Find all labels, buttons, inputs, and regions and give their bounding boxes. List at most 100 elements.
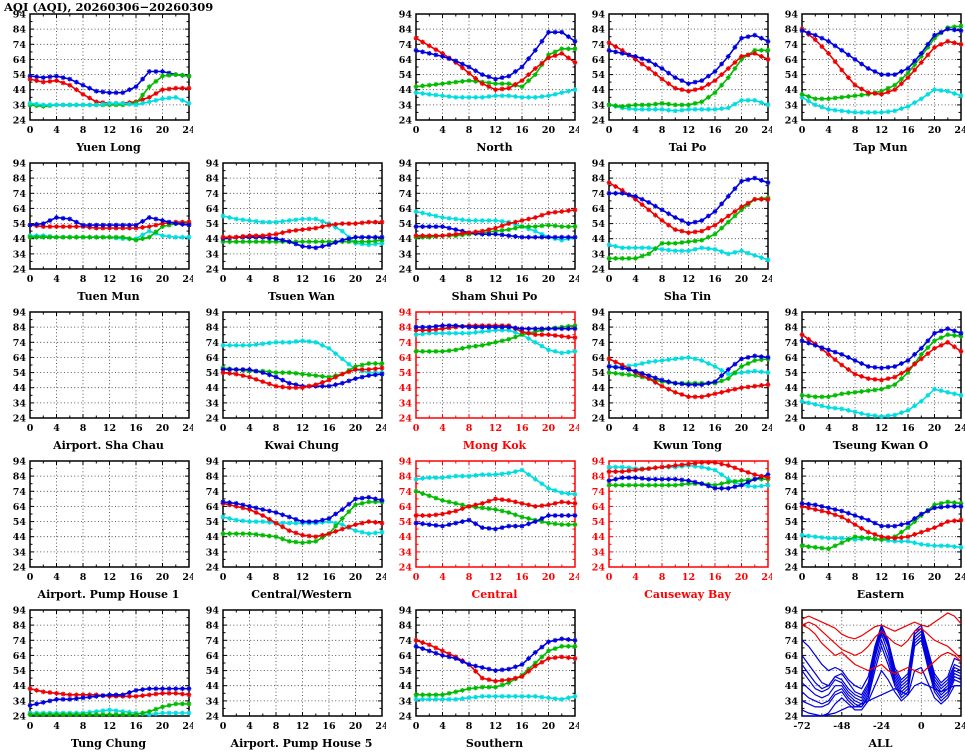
chart-cell-sha-tin: 24 34 44 54 64 74 84 94 0 4 8 12 16 20 24 Sha Tin [579,157,772,306]
svg-text:20: 20 [928,125,942,136]
svg-text:54: 54 [399,368,413,379]
svg-text:54: 54 [592,70,606,81]
svg-text:0: 0 [799,572,806,583]
svg-text:54: 54 [592,219,606,230]
svg-text:0: 0 [413,274,420,285]
svg-text:12: 12 [682,125,695,136]
svg-text:24: 24 [206,712,220,723]
causeway-bay-plot: 24 34 44 54 64 74 84 94 0 4 8 12 16 20 24 [592,457,772,584]
svg-text:74: 74 [206,636,220,647]
svg-text:12: 12 [103,423,116,434]
svg-text:16: 16 [322,274,336,285]
svg-text:16: 16 [708,423,722,434]
airport-pump-house-5-plot: 24 34 44 54 64 74 84 94 0 4 8 12 16 20 24 [206,606,386,733]
southern-plot: 24 34 44 54 64 74 84 94 0 4 8 12 16 20 24 [399,606,579,733]
svg-text:54: 54 [785,70,799,81]
svg-text:74: 74 [206,338,220,349]
svg-text:24: 24 [375,572,386,583]
chart-title: Airport. Pump House 1 [37,588,180,601]
svg-text:8: 8 [80,274,87,285]
svg-text:16: 16 [708,572,722,583]
svg-text:4: 4 [53,125,60,136]
svg-text:74: 74 [592,338,606,349]
svg-text:54: 54 [206,219,220,230]
svg-text:0: 0 [220,721,227,732]
svg-text:44: 44 [785,85,799,96]
svg-text:44: 44 [785,383,799,394]
svg-text:8: 8 [273,572,280,583]
svg-text:16: 16 [708,125,722,136]
svg-text:24: 24 [375,274,386,285]
svg-text:24: 24 [206,265,220,276]
svg-text:24: 24 [399,712,413,723]
svg-text:24: 24 [182,125,193,136]
svg-text:94: 94 [206,457,220,468]
chart-title: Causeway Bay [644,588,731,601]
svg-text:16: 16 [322,572,336,583]
svg-text:34: 34 [399,398,413,409]
svg-text:8: 8 [852,125,859,136]
chart-title: Central/Western [251,588,352,601]
svg-text:0: 0 [606,423,613,434]
svg-text:12: 12 [489,125,502,136]
svg-text:8: 8 [466,125,473,136]
svg-text:24: 24 [785,563,799,574]
chart-title: Southern [465,737,524,750]
svg-text:4: 4 [632,125,639,136]
svg-text:12: 12 [296,572,309,583]
svg-text:24: 24 [592,414,606,425]
svg-text:24: 24 [182,423,193,434]
svg-text:4: 4 [439,572,446,583]
svg-text:84: 84 [592,323,606,334]
airport-pump-house-1-plot: 24 34 44 54 64 74 84 94 0 4 8 12 16 20 24 [13,457,193,584]
svg-text:54: 54 [399,70,413,81]
svg-text:64: 64 [592,502,606,513]
svg-text:0: 0 [606,125,613,136]
svg-text:54: 54 [785,517,799,528]
svg-text:20: 20 [156,125,170,136]
chart-cell-central-western: 24 34 44 54 64 74 84 94 0 4 8 12 16 20 24 Central/Weste… [193,455,386,604]
all-stations-plot: 24 34 44 54 64 74 84 94 -72 -48 -24 0 24 [785,606,965,733]
svg-text:74: 74 [592,40,606,51]
svg-text:0: 0 [220,423,227,434]
svg-text:94: 94 [399,10,413,21]
svg-text:74: 74 [206,487,220,498]
svg-text:12: 12 [296,274,309,285]
svg-text:74: 74 [13,636,27,647]
eastern-plot: 24 34 44 54 64 74 84 94 0 4 8 12 16 20 24 [785,457,965,584]
svg-text:24: 24 [954,572,965,583]
svg-text:16: 16 [129,721,143,732]
svg-text:24: 24 [13,414,27,425]
svg-text:34: 34 [13,696,27,707]
svg-text:74: 74 [785,487,799,498]
svg-text:54: 54 [13,368,27,379]
svg-text:8: 8 [273,423,280,434]
svg-text:44: 44 [206,681,220,692]
svg-text:4: 4 [632,274,639,285]
svg-text:24: 24 [375,721,386,732]
svg-text:4: 4 [53,423,60,434]
svg-text:54: 54 [592,517,606,528]
svg-text:16: 16 [322,423,336,434]
svg-text:0: 0 [220,274,227,285]
svg-text:0: 0 [413,572,420,583]
svg-text:20: 20 [349,721,363,732]
svg-text:8: 8 [273,274,280,285]
svg-text:0: 0 [799,125,806,136]
svg-text:8: 8 [466,423,473,434]
sham-shui-po-plot: 24 34 44 54 64 74 84 94 0 4 8 12 16 20 24 [399,159,579,286]
svg-text:64: 64 [592,55,606,66]
sha-tin-plot: 24 34 44 54 64 74 84 94 0 4 8 12 16 20 24 [592,159,772,286]
svg-text:0: 0 [413,125,420,136]
svg-text:24: 24 [399,414,413,425]
chart-cell-sham-shui-po: 24 34 44 54 64 74 84 94 0 4 8 12 16 20 24 Sham Shui Po [386,157,579,306]
svg-text:4: 4 [825,572,832,583]
chart-title: Kwun Tong [653,439,722,452]
svg-text:94: 94 [785,457,799,468]
svg-text:24: 24 [785,414,799,425]
svg-text:74: 74 [785,338,799,349]
svg-text:44: 44 [206,383,220,394]
page-title: AQI (AQI), 20260306−20260309 [4,0,214,14]
svg-text:24: 24 [182,572,193,583]
svg-text:44: 44 [399,532,413,543]
